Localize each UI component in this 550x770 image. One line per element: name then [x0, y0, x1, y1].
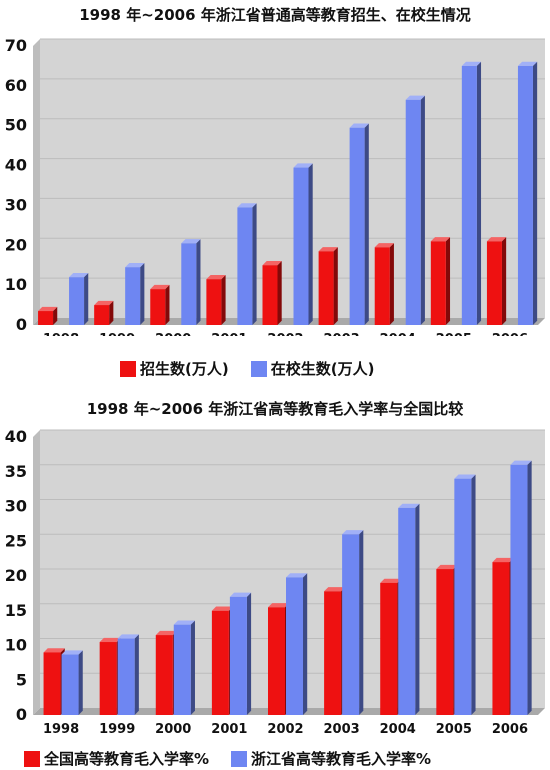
chart1-bar-1-1998	[38, 306, 58, 325]
chart1-legend-item-2: 在校生数(万人)	[250, 358, 375, 379]
chart1-xtick-label: 2005	[436, 332, 472, 336]
chart2-ytick-label: 0	[16, 705, 27, 724]
chart2-side-wall	[33, 430, 40, 715]
chart1-bar-2-2005	[461, 61, 482, 325]
chart1-bar-2-2003	[349, 123, 369, 325]
chart2-bar-2-2000	[173, 620, 195, 715]
chart1-legend-label-2: 在校生数(万人)	[270, 360, 375, 378]
chart1-bar-2-2001	[237, 203, 257, 325]
chart2-bar-2-2003	[342, 530, 364, 715]
chart1-xtick-label: 2001	[211, 332, 247, 336]
chart1-bar-1-2006	[486, 237, 507, 325]
chart1-bar-2-1998	[69, 272, 89, 325]
chart2-plot: 0 5 10 15 20 25 30 35 40 1998 1999 2000 2001 2002 2003…	[5, 427, 545, 737]
chart1-xtick-label: 1998	[43, 332, 79, 336]
chart2-ytick-label: 5	[16, 670, 27, 689]
chart2-ytick-label: 15	[5, 601, 27, 620]
chart1-bar-1-2002	[262, 261, 282, 325]
chart1-bar-1-2000	[150, 284, 170, 325]
chart2-bar-2-2002	[286, 573, 308, 715]
chart1-title: 1998 年~2006 年浙江省普通高等教育招生、在校生情况	[79, 6, 471, 24]
chart2-xtick-label: 2006	[492, 722, 528, 737]
chart2-ytick-label: 10	[5, 636, 27, 655]
chart1-side-wall	[33, 39, 40, 325]
chart1-xtick-label: 2003	[324, 332, 360, 336]
chart1-bar-2-2006	[517, 61, 538, 325]
chart2-xtick-label: 2001	[211, 722, 247, 737]
chart2-legend-item-2: 浙江省高等教育毛入学率%	[231, 748, 431, 769]
chart1-ytick-label: 30	[5, 195, 27, 214]
chart2-title: 1998 年~2006 年浙江省高等教育毛入学率与全国比较	[86, 400, 464, 418]
chart1-ytick-label: 60	[5, 76, 27, 95]
chart2-ytick-label: 30	[5, 497, 27, 516]
chart2-legend-swatch-2	[231, 750, 248, 767]
chart2-ytick-label: 20	[5, 566, 27, 585]
chart1-xtick-label: 1999	[99, 332, 135, 336]
chart1-ytick-label: 10	[5, 275, 27, 294]
chart1-xtick-label: 2002	[267, 332, 303, 336]
chart2-xtick-label: 2000	[155, 722, 191, 737]
chart2-legend-item-1: 全国高等教育毛入学率%	[24, 748, 209, 769]
chart2-bar-2-2005	[454, 474, 476, 715]
chart1-ytick-label: 0	[16, 315, 27, 334]
chart1-legend-swatch-2	[250, 360, 267, 377]
chart1-ytick-label: 70	[5, 36, 27, 55]
chart1-bar-2-2002	[293, 163, 313, 325]
chart1-ytick-label: 40	[5, 156, 27, 175]
chart2-legend-label-1: 全国高等教育毛入学率%	[44, 750, 210, 768]
chart2-bar-2-1999	[117, 634, 139, 715]
chart1-bar-2-2004	[405, 95, 425, 325]
chart2-xtick-label: 2004	[380, 722, 416, 737]
chart1-bar-1-2005	[430, 237, 451, 325]
chart2-legend-swatch-1	[24, 750, 40, 767]
chart1-bar-2-2000	[181, 239, 201, 325]
chart1-legend-item-1: 招生数(万人)	[120, 358, 229, 379]
chart2-xtick-label: 2005	[436, 722, 472, 737]
chart2-ytick-label: 40	[5, 427, 27, 446]
chart1-xtick-label: 2006	[492, 332, 528, 336]
chart1-xtick-label: 2004	[380, 332, 416, 336]
chart1-bar-1-2004	[374, 243, 394, 325]
chart1-bar-2-1999	[125, 263, 145, 325]
chart2-xtick-label: 1999	[99, 722, 135, 737]
chart1-plot: 0 10 20 30 40 50 60 70 1998 1999 2000 2001 2002 2003 2…	[5, 36, 545, 336]
chart1-legend-swatch-1	[120, 360, 136, 377]
chart2-xtick-label: 1998	[43, 722, 79, 737]
chart1-bar-1-2001	[206, 274, 226, 325]
chart2-xtick-label: 2003	[324, 722, 360, 737]
chart1-xtick-label: 2000	[155, 332, 191, 336]
chart2-legend: 全国高等教育毛入学率% 浙江省高等教育毛入学率%	[24, 748, 453, 769]
chart1-ytick-label: 20	[5, 235, 27, 254]
chart1-legend-label-1: 招生数(万人)	[140, 360, 229, 378]
chart2-ytick-label: 35	[5, 462, 27, 481]
chart1-bar-1-1999	[94, 300, 114, 325]
chart2-xtick-label: 2002	[267, 722, 303, 737]
chart1-ytick-label: 50	[5, 116, 27, 135]
chart2-bar-2-1998	[61, 650, 83, 715]
chart2-legend-label-2: 浙江省高等教育毛入学率%	[251, 750, 432, 768]
chart1-legend: 招生数(万人) 在校生数(万人)	[120, 358, 396, 379]
chart2-bar-2-2004	[398, 503, 420, 715]
chart2-bar-2-2001	[229, 592, 252, 715]
chart2-bar-2-2006	[510, 460, 532, 715]
chart1-bar-1-2003	[318, 247, 338, 325]
chart2-ytick-label: 25	[5, 531, 27, 550]
